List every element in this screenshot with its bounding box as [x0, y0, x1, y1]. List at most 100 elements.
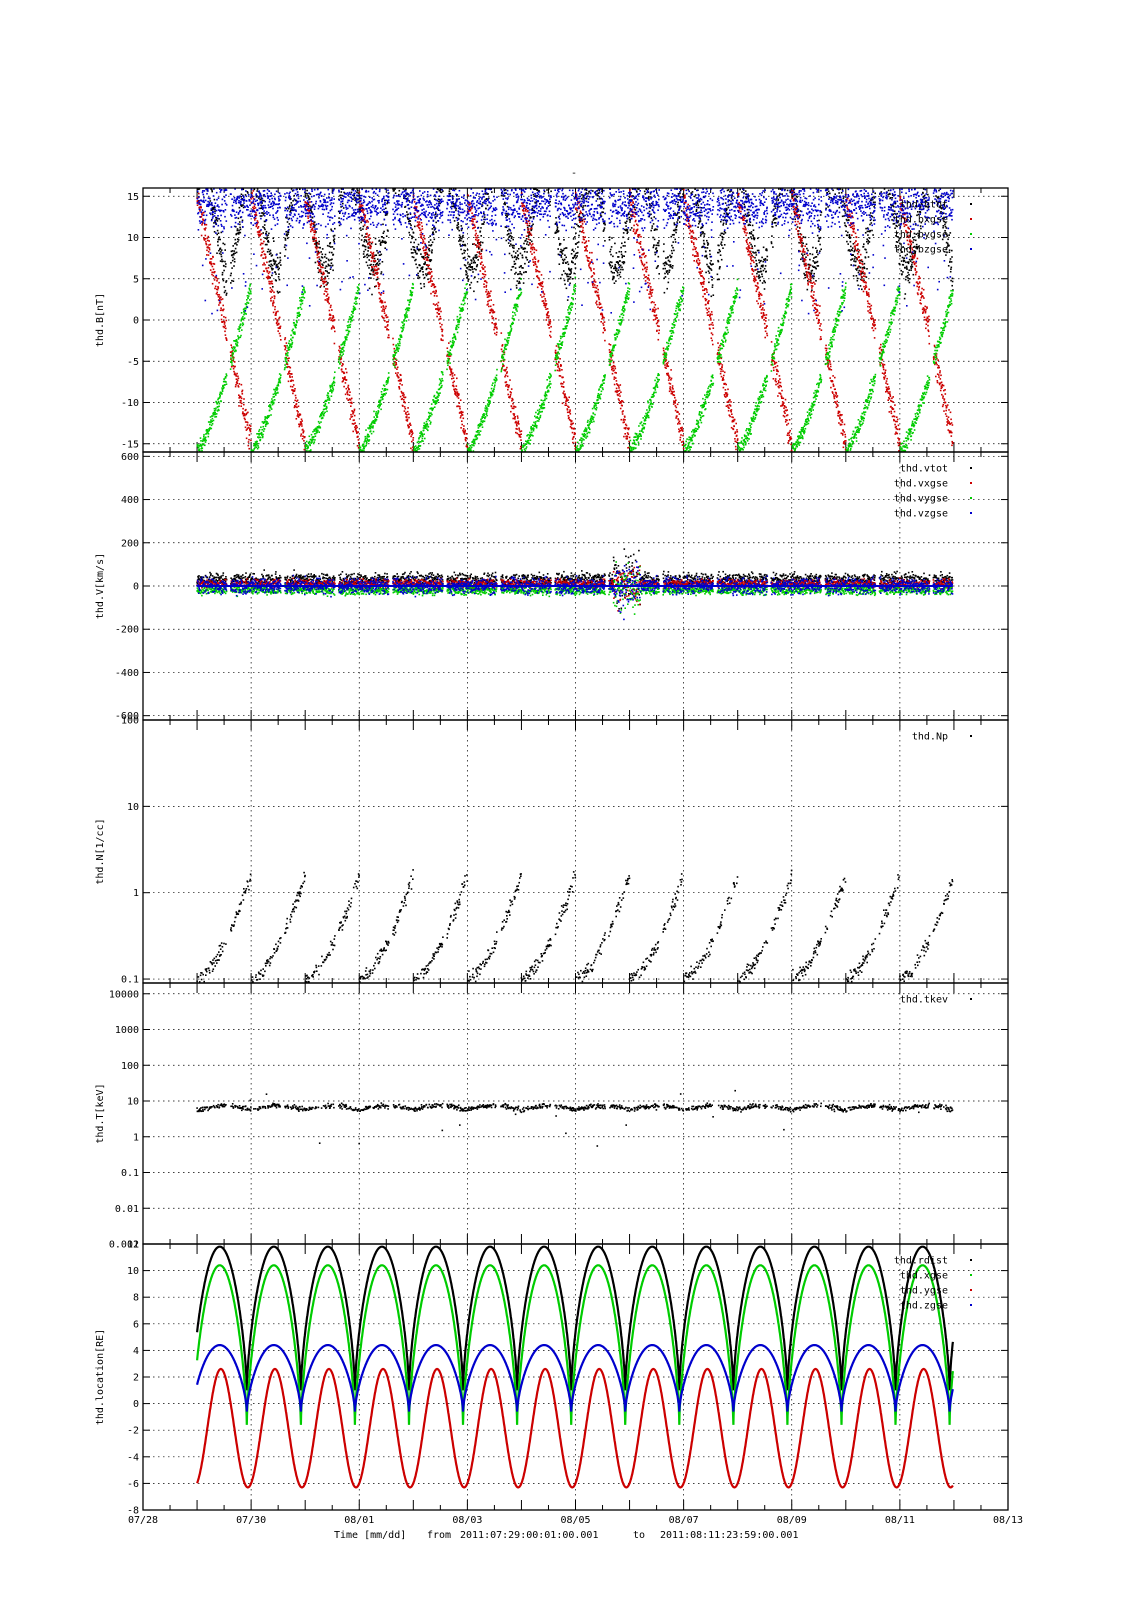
data-point	[230, 282, 232, 284]
data-point	[246, 438, 248, 440]
data-point	[365, 240, 367, 242]
data-point	[272, 254, 274, 256]
data-point	[280, 252, 282, 254]
data-point	[236, 244, 238, 246]
data-point	[426, 268, 428, 270]
data-point	[700, 220, 702, 222]
data-point	[413, 232, 415, 234]
data-point	[709, 328, 711, 330]
data-point	[370, 254, 372, 256]
data-point	[670, 383, 672, 385]
data-point	[751, 246, 753, 248]
data-point	[809, 253, 811, 255]
data-point	[379, 240, 381, 242]
data-point	[548, 192, 550, 194]
data-point	[422, 228, 424, 230]
data-point	[330, 268, 332, 270]
data-point	[707, 247, 709, 249]
data-point	[320, 269, 322, 271]
data-point	[268, 233, 270, 235]
data-point	[484, 276, 486, 278]
data-point	[264, 237, 266, 239]
data-point	[234, 361, 236, 363]
data-point	[326, 295, 328, 297]
data-point	[594, 279, 596, 281]
data-point	[724, 244, 726, 246]
data-point	[677, 202, 679, 204]
data-point	[549, 335, 551, 337]
data-point	[473, 262, 475, 264]
data-point	[581, 194, 583, 196]
data-point	[293, 384, 295, 386]
data-point	[671, 256, 673, 258]
data-point	[550, 336, 552, 338]
data-point	[643, 252, 645, 254]
data-point	[224, 244, 226, 246]
data-point	[600, 321, 602, 323]
data-point	[774, 361, 776, 363]
data-point	[852, 247, 854, 249]
data-point	[527, 210, 529, 212]
data-point	[310, 210, 312, 212]
data-point	[951, 250, 953, 252]
data-point	[598, 295, 600, 297]
data-point	[274, 309, 276, 311]
data-point	[666, 288, 668, 290]
data-point	[481, 250, 483, 252]
data-point	[277, 320, 279, 322]
data-point	[225, 263, 227, 265]
data-point	[477, 251, 479, 253]
data-point	[520, 253, 522, 255]
data-point	[596, 304, 598, 306]
data-point	[405, 397, 407, 399]
data-point	[564, 393, 566, 395]
data-point	[759, 262, 761, 264]
data-point	[703, 283, 705, 285]
data-point	[712, 286, 714, 288]
data-point	[211, 191, 213, 193]
data-point	[860, 267, 862, 269]
data-point	[472, 219, 474, 221]
data-point	[720, 254, 722, 256]
data-point	[704, 233, 706, 235]
data-point	[611, 246, 613, 248]
data-point	[865, 257, 867, 259]
data-point	[546, 317, 548, 319]
data-point	[320, 271, 322, 273]
data-point	[233, 254, 235, 256]
data-point	[461, 420, 463, 422]
data-point	[426, 275, 428, 277]
data-point	[589, 191, 591, 193]
data-point	[287, 364, 289, 366]
data-point	[711, 296, 713, 298]
data-point	[319, 247, 321, 249]
data-point	[407, 407, 409, 409]
data-point	[735, 431, 737, 433]
data-point	[288, 208, 290, 210]
data-point	[602, 332, 604, 334]
data-point	[483, 221, 485, 223]
data-point	[700, 269, 702, 271]
data-point	[633, 225, 635, 227]
data-point	[209, 247, 211, 249]
data-point	[761, 273, 763, 275]
data-point	[702, 296, 704, 298]
data-point	[314, 243, 316, 245]
data-point	[697, 253, 699, 255]
data-point	[748, 237, 750, 239]
data-point	[743, 219, 745, 221]
data-point	[322, 254, 324, 256]
data-point	[307, 193, 309, 195]
data-point	[737, 431, 739, 433]
data-point	[511, 269, 513, 271]
data-point	[708, 270, 710, 272]
data-point	[375, 243, 377, 245]
data-point	[596, 287, 598, 289]
data-point	[580, 210, 582, 212]
data-point	[436, 303, 438, 305]
data-point	[434, 304, 436, 306]
data-point	[513, 245, 515, 247]
data-point	[420, 253, 422, 255]
data-point	[431, 244, 433, 246]
data-point	[513, 251, 515, 253]
